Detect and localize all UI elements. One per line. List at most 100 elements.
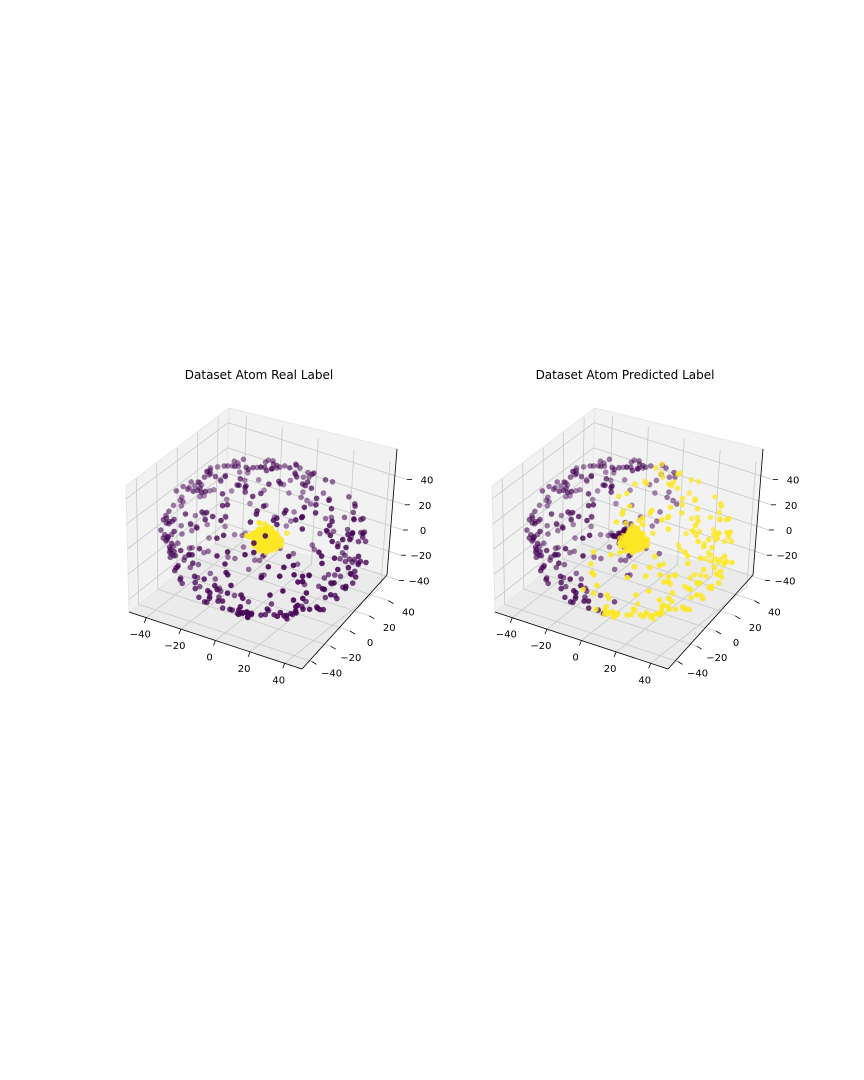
data-point [565, 509, 571, 515]
data-point [190, 560, 196, 566]
data-point [171, 567, 178, 574]
data-point [563, 583, 569, 590]
data-point [568, 488, 575, 495]
x-tick-mark [213, 640, 216, 646]
y-tick-mark [330, 645, 337, 650]
data-point [286, 553, 292, 560]
data-point [287, 477, 294, 484]
data-point [590, 502, 597, 508]
z-tick-label: 20 [419, 501, 432, 512]
data-point [214, 464, 221, 470]
y-tick-label: 0 [367, 638, 373, 649]
data-point [695, 538, 701, 545]
data-point [218, 478, 224, 485]
data-point [222, 561, 228, 567]
data-point [713, 570, 720, 577]
data-point [215, 598, 221, 604]
data-point [618, 557, 624, 563]
data-point [331, 580, 337, 586]
data-point [613, 500, 619, 507]
data-point [628, 533, 635, 539]
y-grid-line [523, 588, 697, 647]
data-point [311, 546, 318, 553]
data-point [729, 559, 735, 566]
data-point [573, 570, 580, 577]
data-point [184, 486, 191, 493]
data-point [652, 553, 658, 560]
data-point [700, 595, 706, 602]
data-point [281, 510, 288, 516]
data-point [536, 502, 543, 509]
data-point [679, 502, 685, 508]
data-point [326, 497, 332, 504]
x-tick-mark [648, 663, 652, 669]
data-point [263, 467, 270, 474]
data-point [207, 570, 214, 577]
data-point [245, 533, 252, 540]
data-point [321, 575, 328, 581]
y-tick-label: 20 [749, 623, 762, 634]
data-point [265, 545, 272, 552]
data-point [597, 592, 604, 599]
grid-lines [492, 415, 774, 664]
data-point [631, 545, 638, 552]
data-point [347, 570, 354, 577]
data-point [242, 488, 248, 495]
data-point [585, 491, 592, 497]
data-point [560, 525, 566, 531]
data-point [363, 559, 369, 566]
data-point [629, 549, 636, 556]
data-point [228, 488, 235, 494]
y-tick-label: 40 [768, 608, 781, 619]
data-point [190, 488, 196, 495]
data-point [328, 505, 335, 512]
data-point [658, 517, 665, 523]
data-point [187, 564, 194, 571]
y-tick-mark [754, 600, 760, 604]
y-tick-label: −20 [706, 653, 727, 664]
data-point [631, 564, 638, 570]
data-point [647, 564, 653, 571]
data-point [254, 464, 260, 471]
data-point [718, 503, 724, 510]
data-point [602, 469, 609, 476]
y-grid-line [138, 604, 312, 662]
data-point [274, 537, 280, 544]
data-point [180, 483, 186, 490]
data-point [642, 573, 649, 579]
data-point [238, 592, 244, 598]
data-point [656, 550, 663, 557]
y-tick-label: −20 [340, 653, 361, 664]
data-point [537, 567, 544, 574]
data-point [580, 535, 586, 541]
data-point [717, 516, 723, 522]
data-point [558, 579, 564, 586]
data-point [688, 477, 695, 483]
data-point [721, 553, 728, 560]
data-point [594, 488, 601, 494]
data-point [666, 595, 672, 602]
z-tick-label: 40 [421, 476, 434, 487]
data-point [170, 502, 177, 509]
data-point [718, 568, 724, 575]
data-point [258, 612, 264, 618]
data-point [270, 461, 277, 468]
data-point [262, 459, 269, 466]
z-grid-line [127, 497, 227, 575]
data-point [329, 518, 335, 525]
data-point [189, 544, 195, 551]
data-point [572, 535, 578, 541]
data-point [165, 534, 171, 541]
data-point [197, 493, 203, 500]
data-point [657, 572, 663, 578]
data-point [239, 532, 245, 539]
data-point [192, 483, 198, 489]
data-point [652, 490, 658, 496]
data-point [659, 604, 665, 610]
data-point [360, 515, 366, 522]
data-point [708, 552, 714, 559]
y-tick-label: −40 [687, 668, 708, 679]
data-point [270, 517, 277, 524]
x-tick-label: −40 [130, 630, 151, 641]
data-point [236, 482, 242, 489]
